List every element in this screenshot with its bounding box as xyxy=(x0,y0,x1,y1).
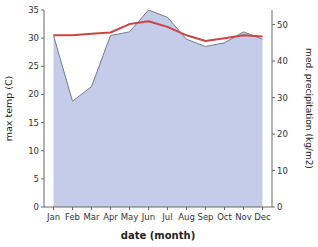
x-tick-label: Jun xyxy=(141,212,155,222)
y-tick-label: 10 xyxy=(28,146,39,156)
y-tick xyxy=(41,38,44,39)
y-tick-label: 5 xyxy=(34,174,39,184)
plot-area xyxy=(54,10,263,207)
y-tick xyxy=(41,94,44,95)
y2-tick xyxy=(272,97,275,98)
chart: Jan FebMarAprMayJun Jul AugSep OctNovDec 0 5 10… xyxy=(0,0,318,247)
y2-tick xyxy=(272,207,275,208)
x-tick-label: Feb xyxy=(65,212,80,222)
y2-tick xyxy=(272,24,275,25)
x-tick xyxy=(53,207,54,210)
y2-tick-label: 10 xyxy=(277,166,288,176)
x-tick xyxy=(262,207,263,210)
x-tick-label: Dec xyxy=(254,212,271,222)
y-tick xyxy=(41,66,44,67)
y2-tick xyxy=(272,134,275,135)
x-tick-label: Sep xyxy=(197,212,213,222)
y2-tick-label: 20 xyxy=(277,129,288,139)
x-axis-label: date (month) xyxy=(121,230,195,241)
y2-axis-label: med. precipitation (kg/m2) xyxy=(304,48,314,169)
y-tick xyxy=(41,150,44,151)
x-tick-label: Aug xyxy=(178,212,195,222)
x-tick xyxy=(110,207,111,210)
x-tick-label: Jan xyxy=(46,212,60,222)
y2-tick-label: 0 xyxy=(277,202,282,212)
y-tick xyxy=(41,207,44,208)
temperature-line xyxy=(54,21,263,41)
y2-axis xyxy=(272,10,273,207)
y-tick xyxy=(41,10,44,11)
y-tick xyxy=(41,178,44,179)
y-tick-label: 35 xyxy=(28,5,39,15)
y-tick-label: 15 xyxy=(28,118,39,128)
x-tick xyxy=(243,207,244,210)
x-tick xyxy=(224,207,225,210)
y-tick xyxy=(41,122,44,123)
precipitation-area xyxy=(54,10,263,207)
x-tick-label: Oct xyxy=(217,212,232,222)
precipitation-outline xyxy=(54,10,263,101)
y2-tick-label: 30 xyxy=(277,93,288,103)
x-tick-label: Jul xyxy=(161,212,172,222)
y-tick-label: 0 xyxy=(34,202,39,212)
x-tick-label: May xyxy=(121,212,139,222)
x-tick xyxy=(72,207,73,210)
x-tick xyxy=(186,207,187,210)
y-tick-label: 30 xyxy=(28,33,39,43)
y2-tick xyxy=(272,170,275,171)
y2-tick-label: 50 xyxy=(277,20,288,30)
y-tick-label: 20 xyxy=(28,89,39,99)
x-tick xyxy=(148,207,149,210)
x-tick xyxy=(167,207,168,210)
x-tick-label: Apr xyxy=(103,212,118,222)
x-tick-label: Nov xyxy=(235,212,252,222)
x-tick xyxy=(91,207,92,210)
x-tick-label: Mar xyxy=(83,212,100,222)
y2-tick-label: 40 xyxy=(277,56,288,66)
x-tick xyxy=(129,207,130,210)
x-tick xyxy=(205,207,206,210)
x-axis xyxy=(44,207,272,208)
y-axis-label: max temp (C) xyxy=(3,76,14,142)
y2-tick xyxy=(272,61,275,62)
y-axis xyxy=(44,10,45,207)
y-tick-label: 25 xyxy=(28,61,39,71)
